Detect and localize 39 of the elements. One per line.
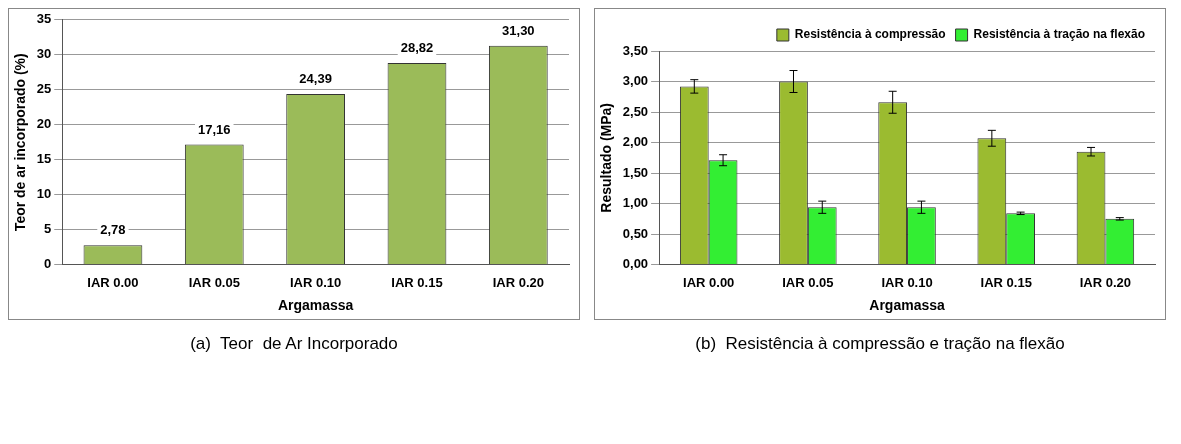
x-tick-label: IAR 0.20 (492, 274, 544, 290)
x-tick-label: IAR 0.05 (188, 274, 240, 290)
x-tick-label: IAR 0.10 (289, 274, 342, 290)
y-tick-label: 2,00 (622, 134, 649, 150)
y-tick-label: 0,50 (622, 225, 649, 241)
y-tick-label: 15 (36, 151, 52, 167)
x-tick-label: IAR 0.05 (782, 274, 834, 290)
y-tick-label: 10 (36, 186, 52, 202)
legend-label: Resistência à compressão (794, 27, 946, 42)
y-tick-label: 3,50 (622, 42, 649, 58)
x-tick-label: IAR 0.20 (1079, 274, 1132, 290)
y-axis-title: Teor de ar incorporado (%) (12, 53, 29, 232)
x-tick-label: IAR 0.00 (87, 274, 139, 290)
x-tick-label: IAR 0.00 (683, 274, 735, 290)
y-tick-label: 20 (36, 116, 52, 132)
y-tick-label: 25 (36, 81, 52, 97)
y-tick-label: 1,00 (622, 195, 649, 211)
y-axis-title: Resultado (MPa) (598, 102, 615, 213)
y-tick-label: 5 (44, 221, 52, 237)
data-label: 17,16 (198, 121, 231, 137)
data-label: 24,39 (299, 71, 332, 87)
data-label: 28,82 (400, 40, 434, 56)
text: (b) Resistência à compressão e tração na flexão (694, 334, 1066, 354)
text: (a) Teor de Ar Incorporado (189, 334, 399, 354)
y-tick-label: 0,00 (622, 256, 649, 272)
data-label: 2,78 (100, 222, 126, 238)
y-tick-label: 0 (44, 256, 52, 272)
y-tick-label: 3,00 (622, 73, 649, 89)
x-axis-title: Argamassa (277, 297, 354, 314)
y-tick-label: 35 (36, 11, 52, 27)
x-tick-label: IAR 0.10 (881, 274, 933, 290)
data-label: 31,30 (502, 22, 535, 38)
legend-label: Resistência à tração na flexão (973, 27, 1146, 42)
y-tick-label: 1,50 (622, 164, 649, 180)
y-tick-label: 2,50 (622, 103, 649, 119)
x-axis-title: Argamassa (869, 297, 945, 314)
x-tick-label: IAR 0.15 (391, 274, 443, 290)
x-tick-label: IAR 0.15 (980, 274, 1032, 290)
y-tick-label: 30 (36, 46, 52, 62)
